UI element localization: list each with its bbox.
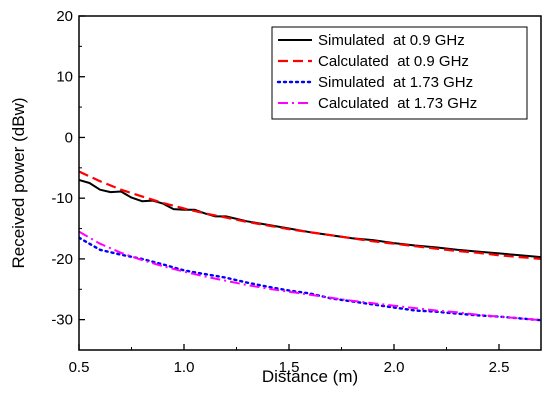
y-tick-label: -10 — [51, 190, 73, 207]
y-tick-label: -20 — [51, 251, 73, 268]
legend-entry: Simulated at 1.73 GHz — [318, 74, 473, 91]
legend-box — [271, 26, 528, 120]
y-tick-label: -30 — [51, 312, 73, 329]
y-tick-label: 10 — [56, 69, 73, 86]
y-axis-label: Received power (dBw) — [9, 97, 28, 268]
legend-entry: Calculated at 0.9 GHz — [318, 53, 469, 70]
x-tick-label: 2.0 — [384, 359, 405, 376]
y-tick-label: 0 — [65, 129, 73, 146]
axis-ticks — [78, 15, 500, 351]
plot-lines — [79, 170, 541, 322]
x-tick-label: 1.5 — [279, 359, 300, 376]
y-tick-label: 20 — [56, 8, 73, 25]
x-axis-label: Distance (m) — [262, 367, 358, 386]
x-tick-label: 2.5 — [489, 359, 510, 376]
legend-entry: Simulated at 0.9 GHz — [318, 32, 465, 49]
series-line-3 — [79, 236, 541, 322]
plot-frame — [78, 15, 542, 351]
tick-labels: 0.5 1.0 1.5 2.0 2.5 -30 -20 -10 0 10 20 — [51, 8, 509, 376]
series-line-2 — [79, 170, 541, 260]
series-line-4 — [79, 230, 541, 322]
series-line-1 — [79, 179, 541, 259]
legend: Simulated at 0.9 GHz Calculated at 0.9 GH… — [271, 26, 528, 120]
x-tick-label: 0.5 — [69, 359, 90, 376]
x-tick-label: 1.0 — [174, 359, 195, 376]
legend-entry: Calculated at 1.73 GHz — [318, 95, 477, 112]
